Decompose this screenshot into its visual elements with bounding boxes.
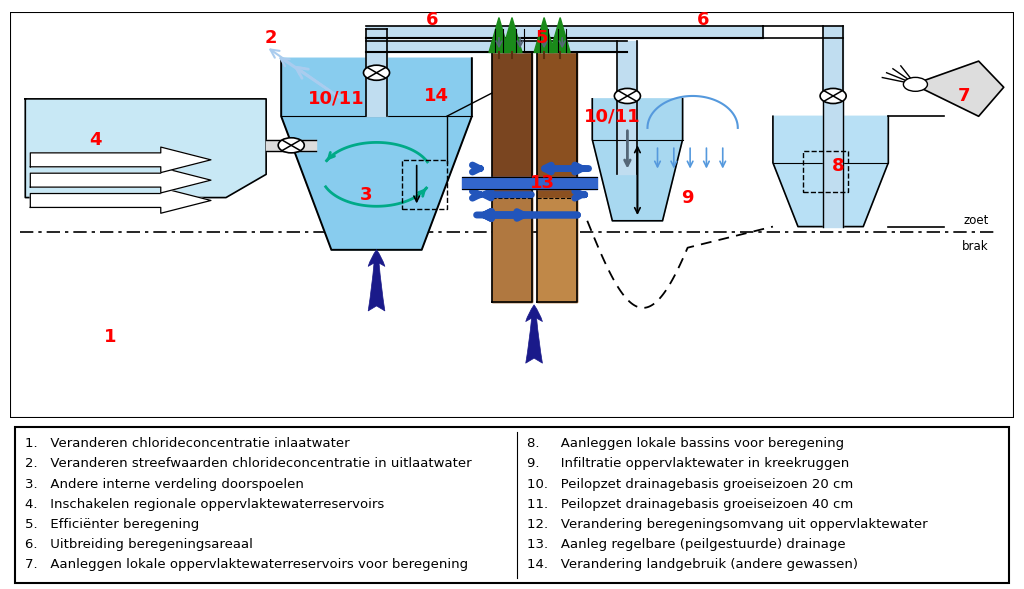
Bar bbox=[803, 151, 848, 192]
Text: 3: 3 bbox=[360, 186, 373, 204]
Bar bbox=[401, 160, 446, 209]
Text: 13.   Aanleg regelbare (peilgestuurde) drainage: 13. Aanleg regelbare (peilgestuurde) dra… bbox=[527, 538, 846, 551]
Text: 8: 8 bbox=[831, 157, 845, 174]
Polygon shape bbox=[538, 52, 578, 302]
Text: 7: 7 bbox=[957, 87, 970, 105]
Text: 6: 6 bbox=[425, 12, 438, 29]
Text: 2.   Veranderen streefwaarden chlorideconcentratie in uitlaatwater: 2. Veranderen streefwaarden chlorideconc… bbox=[26, 457, 472, 470]
Circle shape bbox=[364, 65, 389, 80]
Text: 14: 14 bbox=[424, 87, 450, 105]
Text: 11.   Peilopzet drainagebasis groeiseizoen 40 cm: 11. Peilopzet drainagebasis groeiseizoen… bbox=[527, 498, 853, 511]
Text: 6: 6 bbox=[696, 12, 709, 29]
Text: zoet: zoet bbox=[964, 214, 989, 227]
Circle shape bbox=[279, 138, 304, 153]
Polygon shape bbox=[495, 29, 503, 52]
Text: 5.   Efficiënter beregening: 5. Efficiënter beregening bbox=[26, 518, 200, 531]
Text: 12.   Verandering beregeningsomvang uit oppervlaktewater: 12. Verandering beregeningsomvang uit op… bbox=[527, 518, 928, 531]
Text: 13: 13 bbox=[529, 174, 555, 192]
Text: 10.   Peilopzet drainagebasis groeiseizoen 20 cm: 10. Peilopzet drainagebasis groeiseizoen… bbox=[527, 478, 853, 491]
Circle shape bbox=[820, 88, 846, 104]
Text: 14.   Verandering landgebruik (andere gewassen): 14. Verandering landgebruik (andere gewa… bbox=[527, 558, 858, 571]
Polygon shape bbox=[26, 99, 266, 197]
Polygon shape bbox=[462, 177, 597, 189]
Text: 2: 2 bbox=[265, 29, 278, 47]
Polygon shape bbox=[592, 99, 683, 221]
Polygon shape bbox=[558, 29, 566, 52]
Polygon shape bbox=[31, 147, 211, 173]
Text: 4: 4 bbox=[89, 131, 101, 148]
Text: 9: 9 bbox=[681, 188, 694, 207]
Text: 9.     Infiltratie oppervlaktewater in kreekruggen: 9. Infiltratie oppervlaktewater in kreek… bbox=[527, 457, 849, 470]
Text: 5: 5 bbox=[536, 29, 549, 47]
Polygon shape bbox=[535, 18, 554, 52]
Text: 1.   Veranderen chlorideconcentratie inlaatwater: 1. Veranderen chlorideconcentratie inlaa… bbox=[26, 437, 350, 450]
Polygon shape bbox=[282, 58, 472, 250]
Text: 3.   Andere interne verdeling doorspoelen: 3. Andere interne verdeling doorspoelen bbox=[26, 478, 304, 491]
Polygon shape bbox=[31, 188, 211, 213]
Polygon shape bbox=[540, 29, 548, 52]
Polygon shape bbox=[538, 197, 578, 302]
Circle shape bbox=[614, 88, 640, 104]
Polygon shape bbox=[492, 52, 532, 302]
Text: 6.   Uitbreiding beregeningsareaal: 6. Uitbreiding beregeningsareaal bbox=[26, 538, 253, 551]
Text: 1: 1 bbox=[104, 328, 117, 346]
Polygon shape bbox=[823, 99, 843, 227]
Polygon shape bbox=[617, 41, 637, 174]
Polygon shape bbox=[367, 29, 387, 116]
Polygon shape bbox=[516, 29, 524, 52]
Text: 7.   Aanleggen lokale oppervlaktewaterreservoirs voor beregening: 7. Aanleggen lokale oppervlaktewaterrese… bbox=[26, 558, 468, 571]
Polygon shape bbox=[913, 61, 1004, 116]
Polygon shape bbox=[31, 167, 211, 193]
Circle shape bbox=[903, 77, 928, 91]
Polygon shape bbox=[550, 18, 570, 52]
Polygon shape bbox=[367, 41, 628, 52]
Text: 4.   Inschakelen regionale oppervlaktewaterreservoirs: 4. Inschakelen regionale oppervlaktewate… bbox=[26, 498, 385, 511]
Text: 8.     Aanleggen lokale bassins voor beregening: 8. Aanleggen lokale bassins voor beregen… bbox=[527, 437, 844, 450]
Polygon shape bbox=[773, 116, 889, 227]
Text: 10/11: 10/11 bbox=[584, 107, 641, 125]
Polygon shape bbox=[488, 18, 509, 52]
Polygon shape bbox=[492, 197, 532, 302]
Text: brak: brak bbox=[962, 240, 989, 253]
Polygon shape bbox=[266, 140, 316, 151]
Polygon shape bbox=[502, 18, 522, 52]
Text: 10/11: 10/11 bbox=[308, 90, 365, 108]
Polygon shape bbox=[823, 27, 843, 99]
Polygon shape bbox=[367, 27, 763, 38]
